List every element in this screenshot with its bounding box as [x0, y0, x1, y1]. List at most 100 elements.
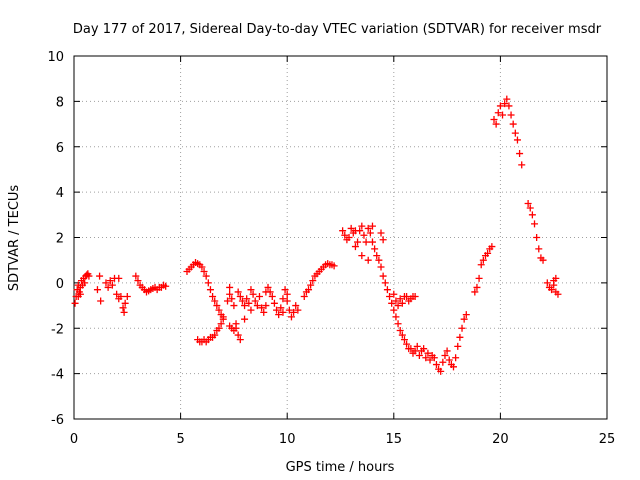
data-point [415, 351, 423, 359]
data-point [262, 302, 270, 310]
data-point [245, 299, 253, 307]
data-point [268, 292, 276, 300]
data-point [247, 286, 255, 294]
data-point [554, 290, 562, 298]
data-point [513, 136, 521, 144]
x-axis-label: GPS time / hours [286, 460, 395, 475]
data-point [307, 281, 315, 289]
y-tick-label: 0 [56, 277, 64, 292]
y-axis-label: SDTVAR / TECUs [7, 185, 22, 292]
data-point [383, 286, 391, 294]
data-point [458, 324, 466, 332]
data-point [228, 295, 236, 303]
data-point [516, 150, 524, 158]
data-point [258, 304, 266, 312]
data-point [351, 243, 359, 251]
data-point [526, 204, 534, 212]
data-point [264, 283, 272, 291]
data-point [113, 290, 121, 298]
data-point [234, 288, 242, 296]
data-point [241, 302, 249, 310]
data-point [162, 282, 170, 290]
data-point [123, 292, 131, 300]
data-point [273, 306, 281, 314]
data-point [364, 224, 372, 232]
data-point [262, 288, 270, 296]
data-point [211, 297, 219, 305]
data-point [309, 277, 317, 285]
data-point [552, 274, 560, 282]
data-point [108, 281, 116, 289]
data-point [362, 238, 370, 246]
data-point [479, 256, 487, 264]
data-point [232, 320, 240, 328]
data-point [371, 245, 379, 253]
data-point [411, 347, 419, 355]
data-point [341, 231, 349, 239]
x-tick-label: 5 [176, 432, 184, 447]
data-point [499, 111, 507, 119]
y-tick-label: -4 [51, 368, 64, 383]
data-point [253, 302, 261, 310]
data-point [211, 331, 219, 339]
data-point [347, 224, 355, 232]
data-point [300, 292, 308, 300]
data-point [260, 308, 268, 316]
data-point [281, 286, 289, 294]
data-point [548, 286, 556, 294]
data-point [511, 129, 519, 137]
data-point [475, 274, 483, 282]
data-point [490, 116, 498, 124]
data-point [398, 331, 406, 339]
data-point [287, 313, 295, 321]
data-point [204, 279, 212, 287]
data-point [460, 315, 468, 323]
chart-title: Day 177 of 2017, Sidereal Day-to-day VTE… [73, 22, 602, 37]
data-point [217, 320, 225, 328]
data-point [202, 272, 210, 280]
data-point [213, 302, 221, 310]
data-point [445, 356, 453, 364]
data-point [241, 315, 249, 323]
data-point [430, 354, 438, 362]
data-point [403, 292, 411, 300]
data-point [292, 302, 300, 310]
data-point [539, 256, 547, 264]
data-point [424, 349, 432, 357]
data-point [119, 304, 127, 312]
data-point [234, 331, 242, 339]
data-point [392, 297, 400, 305]
data-point [501, 100, 509, 108]
x-tick-label: 25 [599, 432, 616, 447]
data-point [492, 120, 500, 128]
data-point [524, 199, 532, 207]
data-point [104, 283, 112, 291]
data-point [400, 336, 408, 344]
data-point [388, 299, 396, 307]
data-point [215, 306, 223, 314]
data-point [249, 290, 257, 298]
data-point [238, 297, 246, 305]
data-point [120, 308, 128, 316]
data-point [543, 279, 551, 287]
data-point [279, 308, 287, 316]
data-point [358, 222, 366, 230]
y-tick-label: 6 [56, 141, 64, 156]
data-point [441, 351, 449, 359]
data-point [230, 302, 238, 310]
data-point [283, 290, 291, 298]
data-point [550, 281, 558, 289]
data-point [115, 274, 123, 282]
data-point [422, 354, 430, 362]
data-point [134, 277, 142, 285]
x-tick-label: 10 [279, 432, 296, 447]
data-point [93, 286, 101, 294]
data-point [535, 245, 543, 253]
y-tick-label: 8 [56, 95, 64, 110]
data-point [339, 227, 347, 235]
data-point [360, 231, 368, 239]
y-tick-label: -2 [51, 322, 64, 337]
data-point [97, 297, 105, 305]
data-point [396, 327, 404, 335]
